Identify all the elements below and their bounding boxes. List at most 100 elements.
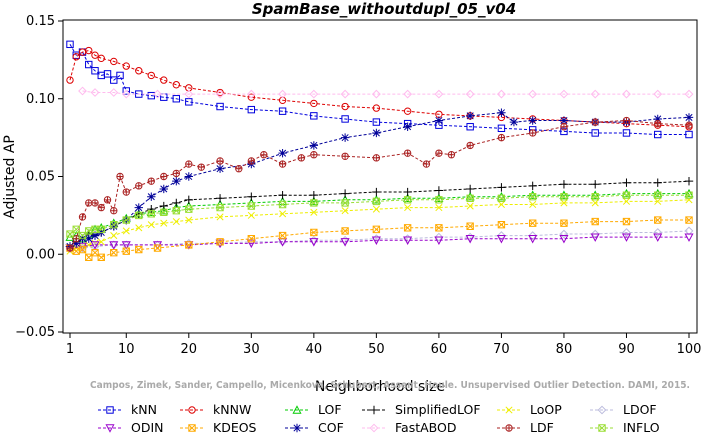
data-point-ldf <box>66 244 74 252</box>
data-point-ldf <box>78 213 87 221</box>
data-point-fastabod <box>184 89 194 99</box>
data-point-simplifiedlof <box>309 190 319 200</box>
x-tick-label: 30 <box>243 342 260 357</box>
data-point-kdeos <box>153 244 162 252</box>
data-point-cof <box>84 234 93 243</box>
y-axis-label: Adjusted AP <box>2 135 18 219</box>
data-point-loop <box>135 224 143 232</box>
legend-item-ldf: LDF <box>497 420 554 434</box>
legend-label: SimplifiedLOF <box>395 402 481 417</box>
data-point-fastabod <box>465 89 475 99</box>
data-point-odin <box>559 235 569 244</box>
data-point-ldof <box>622 228 631 237</box>
data-point-ldof <box>684 226 694 236</box>
data-point-inflo <box>654 191 662 199</box>
data-point-inflo <box>185 205 193 213</box>
legend-label: ODIN <box>131 420 164 434</box>
data-point-loop <box>654 197 662 205</box>
legend-item-knn: kNN <box>98 402 157 417</box>
x-tick-label: 100 <box>677 342 702 357</box>
y-axis: −0.05 0.00 0.05 0.10 0.15 <box>15 14 63 340</box>
data-point-loop <box>435 204 443 212</box>
data-point-knnw <box>160 76 168 84</box>
data-point-ldf <box>103 196 112 204</box>
data-point-odin <box>590 233 600 242</box>
data-point-fastabod <box>278 89 287 99</box>
data-point-knnw <box>122 62 130 70</box>
data-point-ldf <box>591 118 599 126</box>
legend-item-simplifiedlof: SimplifiedLOF <box>362 402 481 417</box>
legend-item-odin: ODIN <box>98 420 164 434</box>
data-point-fastabod <box>340 89 350 99</box>
data-point-knn <box>310 112 318 120</box>
data-point-loop <box>122 227 130 235</box>
data-point-cof <box>403 122 412 131</box>
data-point-loop <box>97 238 105 246</box>
data-point-simplifiedlof <box>591 180 600 189</box>
legend-label: kNNW <box>213 402 251 417</box>
legend-marker-simplifiedlof <box>369 405 379 415</box>
data-point-knnw <box>85 46 93 55</box>
data-point-simplifiedlof <box>497 183 506 192</box>
data-point-loop <box>310 208 318 216</box>
x-tick-label: 10 <box>118 342 135 357</box>
data-point-loop <box>110 232 118 240</box>
data-point-knn <box>497 124 506 132</box>
data-point-cof <box>109 222 118 231</box>
data-point-odin <box>465 235 475 244</box>
x-tick-label: 20 <box>181 342 198 357</box>
data-point-odin <box>496 235 506 244</box>
data-point-loop <box>466 202 474 210</box>
data-point-kdeos <box>341 227 349 235</box>
series-fastabod <box>78 86 694 99</box>
data-point-simplifiedlof <box>247 192 256 201</box>
legend-label: kNN <box>131 402 157 417</box>
legend-marker-inflo <box>598 424 606 432</box>
data-point-odin <box>90 241 100 250</box>
data-point-cof <box>90 231 100 240</box>
data-point-inflo <box>97 225 105 234</box>
data-point-loop <box>185 216 193 224</box>
y-tick-label: 0.00 <box>26 247 55 262</box>
data-point-simplifiedlof <box>340 189 350 198</box>
data-point-knnw <box>91 51 99 59</box>
legend: kNN kNNW LOF SimplifiedLOF LoOP LDOF ODIN KDEOS… <box>98 402 660 434</box>
data-point-inflo <box>66 230 74 238</box>
legend-item-knnw: kNNW <box>180 402 251 417</box>
data-point-knn <box>110 76 118 84</box>
data-point-ldf <box>110 207 118 215</box>
data-point-cof <box>278 148 287 158</box>
data-point-ldf <box>85 199 93 207</box>
data-point-inflo <box>110 221 118 229</box>
data-point-fastabod <box>528 89 538 99</box>
data-point-kdeos <box>435 224 443 232</box>
data-point-knnw <box>147 71 155 80</box>
series-line-fastabod <box>82 90 689 95</box>
legend-item-fastabod: FastABOD <box>362 420 457 434</box>
data-point-loop <box>591 199 599 207</box>
x-tick-label: 50 <box>368 342 385 357</box>
data-point-ldof <box>559 229 569 239</box>
legend-label: COF <box>318 420 344 434</box>
series-group <box>65 40 694 262</box>
data-point-knn <box>372 118 381 126</box>
x-tick-label: 1 <box>66 342 74 357</box>
data-point-ldf <box>135 182 143 190</box>
data-point-kdeos <box>85 253 93 262</box>
data-point-knn <box>685 130 693 139</box>
data-point-inflo <box>497 194 506 202</box>
data-point-cof <box>559 116 569 125</box>
data-point-inflo <box>160 208 168 216</box>
data-point-ldf <box>260 151 268 159</box>
data-point-knnw <box>372 104 381 112</box>
y-tick-label: −0.05 <box>15 325 55 340</box>
data-point-inflo <box>147 210 155 218</box>
legend-item-kdeos: KDEOS <box>180 420 257 434</box>
data-point-fastabod <box>559 89 569 99</box>
data-point-ldf <box>116 172 124 181</box>
data-point-cof <box>509 117 519 127</box>
data-point-ldf <box>235 165 243 173</box>
data-point-simplifiedlof <box>215 194 225 203</box>
credit-text: Campos, Zimek, Sander, Campello, Micenko… <box>90 380 690 391</box>
data-point-odin <box>246 239 256 249</box>
